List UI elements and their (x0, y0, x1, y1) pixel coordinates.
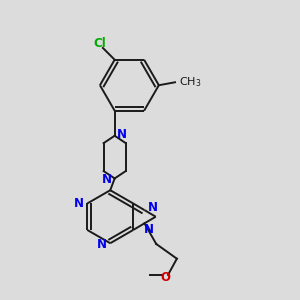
Text: Cl: Cl (94, 37, 106, 50)
Text: N: N (97, 238, 107, 251)
Text: CH$_3$: CH$_3$ (179, 75, 202, 89)
Text: N: N (74, 197, 84, 210)
Text: N: N (148, 201, 158, 214)
Text: N: N (144, 223, 154, 236)
Text: O: O (161, 271, 171, 284)
Text: N: N (102, 173, 112, 186)
Text: N: N (117, 128, 127, 141)
